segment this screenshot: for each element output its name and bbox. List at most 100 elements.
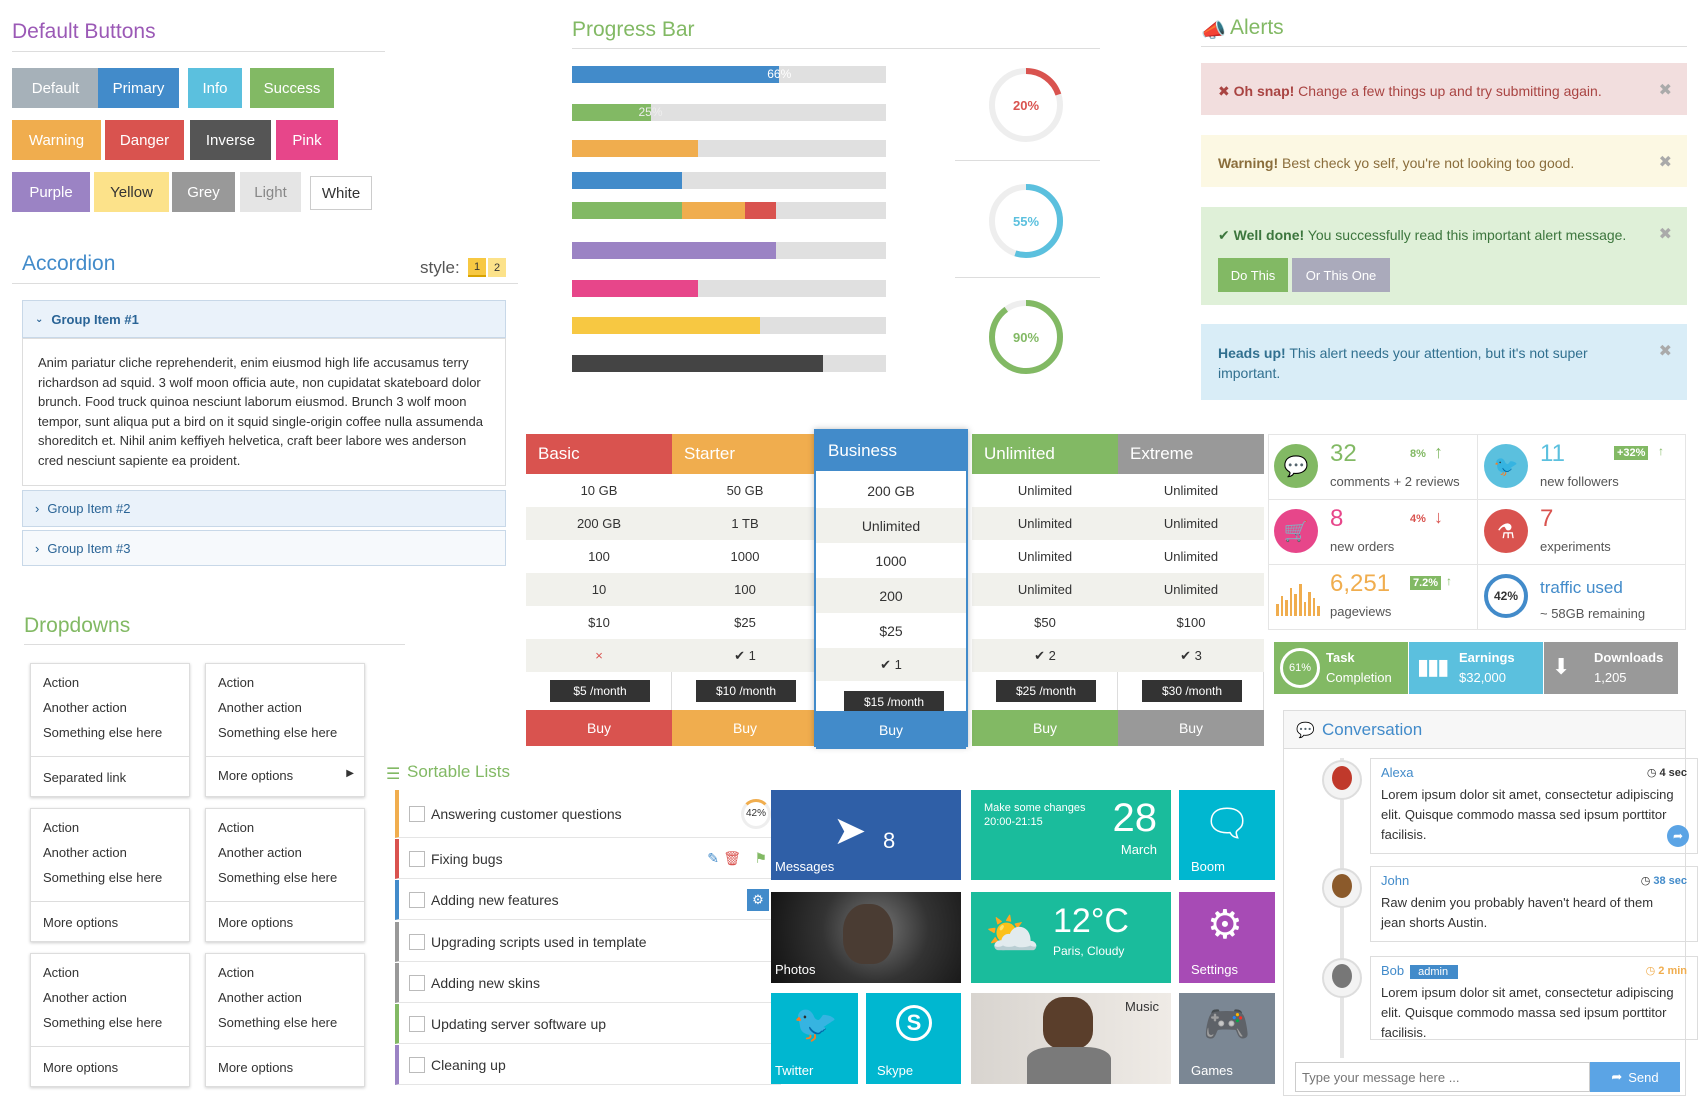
accordion-group-3[interactable]: › Group Item #3 bbox=[22, 530, 506, 566]
dropdown-item[interactable]: Something else here bbox=[218, 1015, 338, 1030]
sortable-item[interactable]: Upgrading scripts used in template bbox=[395, 922, 781, 962]
checkbox[interactable] bbox=[409, 974, 425, 991]
alert-text: ✖ Oh snap! Change a few things up and tr… bbox=[1218, 81, 1646, 101]
button-pink[interactable]: Pink bbox=[276, 120, 338, 160]
cloud-sun-icon: ⛅ bbox=[985, 910, 1040, 959]
flag-icon[interactable]: ⚑ bbox=[754, 850, 767, 866]
button-danger[interactable]: Danger bbox=[105, 120, 184, 160]
dropdown-item[interactable]: Something else here bbox=[43, 1015, 163, 1030]
dropdown-item[interactable]: More options bbox=[43, 915, 119, 930]
dropdown-item[interactable]: Action bbox=[43, 820, 80, 835]
buy-button[interactable]: Buy bbox=[972, 710, 1118, 746]
checkbox[interactable] bbox=[409, 933, 425, 950]
dropdown-item[interactable]: More options bbox=[218, 768, 294, 783]
button-yellow[interactable]: Yellow bbox=[94, 172, 169, 212]
sortable-item[interactable]: Updating server software up bbox=[395, 1004, 781, 1044]
dropdown-item[interactable]: Another action bbox=[43, 700, 127, 715]
plan-name: Starter bbox=[672, 434, 818, 474]
mini-bar bbox=[1294, 594, 1297, 616]
tile-weather[interactable]: ⛅ 12°C Paris, Cloudy bbox=[971, 892, 1171, 983]
tile-games[interactable]: 🎮 Games bbox=[1179, 993, 1275, 1084]
sortable-item[interactable]: Fixing bugs ✎ 🗑 ⚑ bbox=[395, 839, 781, 879]
message-author[interactable]: Alexa bbox=[1381, 765, 1414, 780]
buy-button[interactable]: Buy bbox=[1118, 710, 1264, 746]
close-icon[interactable]: ✖ bbox=[1658, 82, 1672, 99]
button-grey[interactable]: Grey bbox=[172, 172, 235, 212]
button-info[interactable]: Info bbox=[188, 68, 242, 108]
checkbox[interactable] bbox=[409, 891, 425, 908]
buttons-title: Default Buttons bbox=[12, 20, 156, 43]
plan-feature: $25 bbox=[816, 613, 966, 648]
weather-temp: 12°C bbox=[1053, 902, 1129, 940]
accordion-group-label: Group Item #1 bbox=[51, 311, 139, 327]
dropdown-item[interactable]: Action bbox=[43, 965, 80, 980]
style-option-1[interactable]: 1 bbox=[468, 258, 486, 277]
buy-button[interactable]: Buy bbox=[816, 711, 966, 749]
dropdown-item[interactable]: Action bbox=[218, 965, 255, 980]
dropdown-item[interactable]: Something else here bbox=[218, 725, 338, 740]
stat-box: 💬 32 comments + 2 reviews 8% ↑ bbox=[1268, 434, 1474, 498]
gear-icon[interactable]: ⚙ bbox=[747, 888, 769, 911]
button-purple[interactable]: Purple bbox=[12, 172, 90, 212]
tile-twitter[interactable]: 🐦 Twitter bbox=[771, 993, 858, 1084]
clock-icon: ◷ bbox=[1640, 875, 1654, 887]
button-light[interactable]: Light bbox=[240, 172, 301, 212]
trash-icon[interactable]: 🗑 bbox=[723, 850, 741, 866]
tile-boom[interactable]: 🗨 Boom bbox=[1179, 790, 1275, 880]
tile-music[interactable]: Music bbox=[971, 993, 1171, 1084]
checkbox[interactable] bbox=[409, 1056, 425, 1073]
style-option-2[interactable]: 2 bbox=[488, 258, 506, 277]
dropdown-item[interactable]: More options bbox=[218, 915, 294, 930]
message-author[interactable]: John bbox=[1381, 873, 1410, 888]
dropdown-item[interactable]: Action bbox=[43, 675, 80, 690]
tile-calendar[interactable]: Make some changes 20:00-21:15 28 March bbox=[971, 790, 1171, 880]
sortable-item[interactable]: Cleaning up bbox=[395, 1045, 781, 1085]
button-success[interactable]: Success bbox=[250, 68, 334, 108]
plan-name: Unlimited bbox=[972, 434, 1118, 474]
dropdown-item[interactable]: Another action bbox=[43, 990, 127, 1005]
close-icon[interactable]: ✖ bbox=[1658, 154, 1672, 171]
dropdown-item[interactable]: Another action bbox=[43, 845, 127, 860]
sortable-item[interactable]: Adding new features ⚙ bbox=[395, 880, 781, 920]
or-this-one-button[interactable]: Or This One bbox=[1292, 258, 1390, 292]
dropdown-item[interactable]: Action bbox=[218, 820, 255, 835]
close-icon[interactable]: ✖ bbox=[1658, 343, 1672, 360]
dropdown-item[interactable]: More options bbox=[43, 1060, 119, 1075]
tile-messages[interactable]: ➤ 8 Messages bbox=[771, 790, 961, 880]
dropdown-item[interactable]: More options bbox=[218, 1060, 294, 1075]
dropdown-item[interactable]: Another action bbox=[218, 845, 302, 860]
accordion-group-2[interactable]: › Group Item #2 bbox=[22, 490, 506, 527]
reply-icon[interactable]: ➦ bbox=[1667, 825, 1689, 847]
button-inverse[interactable]: Inverse bbox=[190, 120, 271, 160]
dropdown-item[interactable]: Separated link bbox=[43, 770, 127, 785]
accordion-group-1[interactable]: ⌄ Group Item #1 bbox=[22, 300, 506, 338]
pencil-icon[interactable]: ✎ bbox=[707, 850, 719, 866]
buy-button[interactable]: Buy bbox=[672, 710, 818, 746]
dropdown-item[interactable]: Something else here bbox=[218, 870, 338, 885]
buy-button[interactable]: Buy bbox=[526, 710, 672, 746]
plan-feature: 200 GB bbox=[816, 473, 966, 508]
checkbox[interactable] bbox=[409, 805, 425, 822]
send-button[interactable]: ➦ Send bbox=[1590, 1062, 1680, 1092]
button-white[interactable]: White bbox=[310, 176, 372, 210]
dropdown-item[interactable]: Something else here bbox=[43, 725, 163, 740]
tile-settings[interactable]: ⚙ Settings bbox=[1179, 892, 1275, 983]
message-input[interactable] bbox=[1295, 1062, 1590, 1092]
tile-skype[interactable]: S Skype bbox=[866, 993, 961, 1084]
button-primary[interactable]: Primary bbox=[98, 68, 179, 108]
sortable-item[interactable]: Adding new skins bbox=[395, 963, 781, 1003]
dropdown-item[interactable]: Something else here bbox=[43, 870, 163, 885]
message-author[interactable]: Bob bbox=[1381, 963, 1405, 978]
dropdown-item[interactable]: Another action bbox=[218, 700, 302, 715]
dropdown-item[interactable]: Action bbox=[218, 675, 255, 690]
dropdown-item[interactable]: Another action bbox=[218, 990, 302, 1005]
tile-photos[interactable]: Photos bbox=[771, 892, 961, 983]
sortable-item[interactable]: Answering customer questions 42% bbox=[395, 790, 781, 838]
do-this-button[interactable]: Do This bbox=[1218, 258, 1288, 292]
button-default[interactable]: Default bbox=[12, 68, 99, 108]
button-warning[interactable]: Warning bbox=[12, 120, 101, 160]
close-icon[interactable]: ✖ bbox=[1658, 226, 1672, 243]
checkbox[interactable] bbox=[409, 850, 425, 867]
share-icon: ➦ bbox=[1611, 1069, 1623, 1084]
checkbox[interactable] bbox=[409, 1015, 425, 1032]
